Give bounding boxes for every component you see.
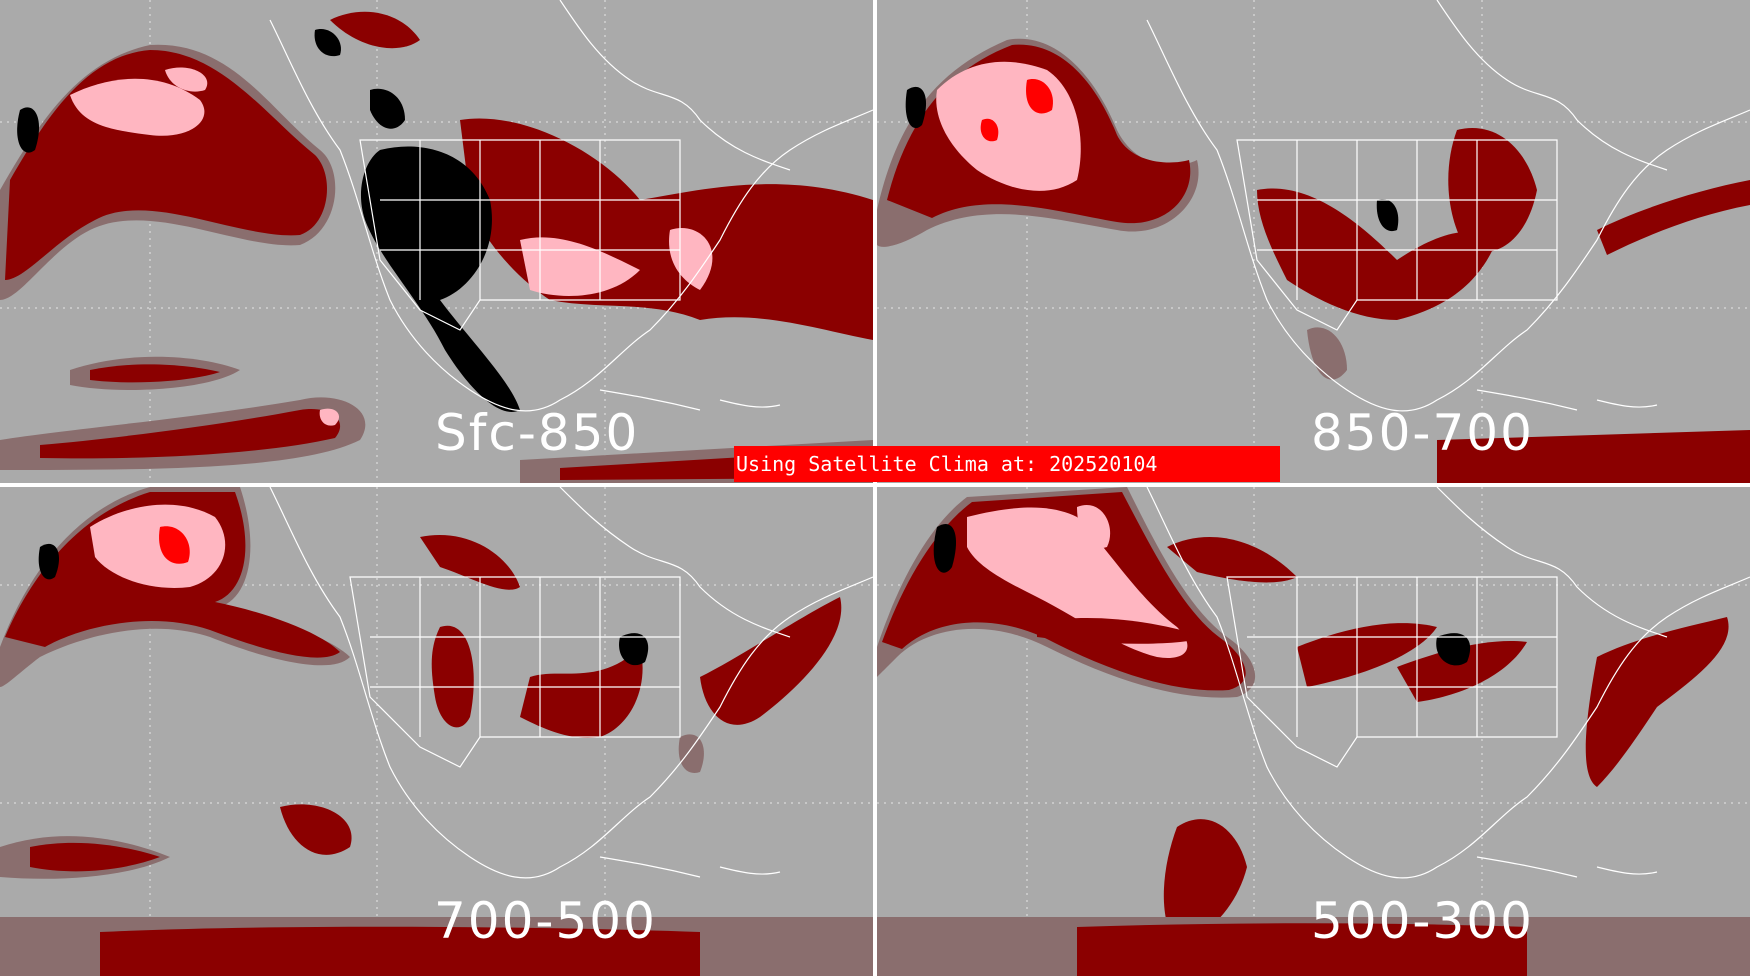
- moisture-field: [877, 38, 1750, 483]
- map-500-300: [877, 487, 1750, 976]
- map-panel-850-700: 850-700: [877, 0, 1750, 483]
- map-panel-700-500: 700-500: [0, 487, 873, 976]
- graticule: [0, 487, 873, 976]
- layer-label-sfc-850: Sfc-850: [435, 404, 640, 462]
- layer-label-700-500: 700-500: [434, 892, 657, 950]
- graticule: [877, 487, 1750, 976]
- map-panel-sfc-850: Sfc-850: [0, 0, 873, 483]
- layer-label-500-300: 500-300: [1311, 892, 1534, 950]
- panel-divider-vertical: [873, 0, 877, 976]
- panel-divider-horizontal: [0, 483, 1750, 487]
- boundaries: [1146, 0, 1750, 412]
- boundaries: [1146, 487, 1750, 879]
- moisture-field: [0, 487, 873, 976]
- map-700-500: [0, 487, 873, 976]
- map-panel-500-300: 500-300: [877, 487, 1750, 976]
- layer-label-850-700: 850-700: [1311, 404, 1534, 462]
- boundaries: [269, 0, 873, 412]
- moisture-field: [877, 487, 1750, 976]
- status-banner: Using Satellite Clima at: 202520104: [734, 446, 1280, 482]
- map-850-700: [877, 0, 1750, 483]
- boundaries: [269, 487, 873, 879]
